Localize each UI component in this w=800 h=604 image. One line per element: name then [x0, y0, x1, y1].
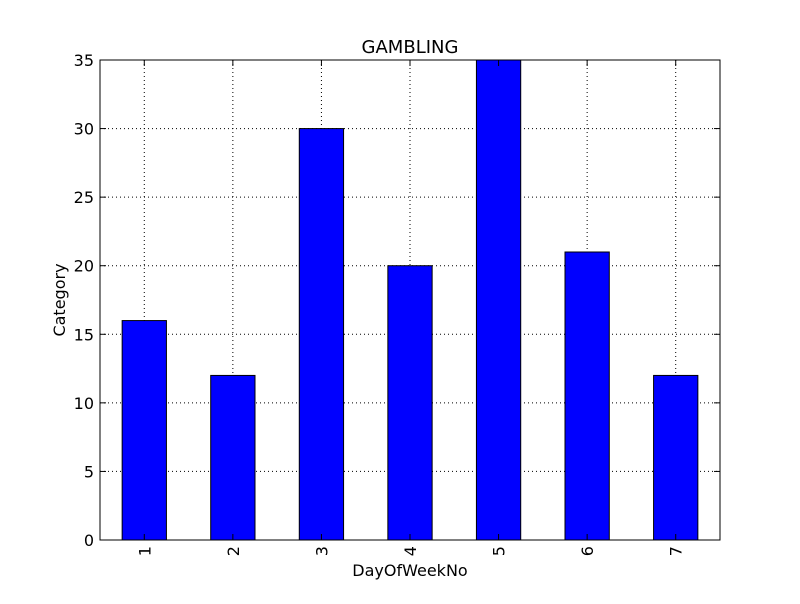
bar-day-4	[387, 265, 433, 541]
bar-day-7	[653, 374, 699, 541]
x-tick-label: 6	[578, 546, 597, 556]
chart-title: GAMBLING	[362, 37, 459, 58]
y-tick-label: 35	[74, 51, 94, 70]
bars	[121, 59, 699, 541]
y-tick-label: 30	[74, 120, 94, 139]
bar-day-1	[121, 320, 167, 541]
y-tick-label: 0	[84, 531, 94, 550]
x-tick-label: 3	[312, 546, 331, 556]
bar-day-2	[210, 374, 256, 541]
bar-day-3	[298, 128, 345, 541]
y-tick-label: 15	[74, 325, 94, 344]
y-tick-label: 25	[74, 188, 94, 207]
bar-day-6	[564, 251, 610, 541]
x-tick-label: 5	[490, 546, 509, 556]
x-axis-label: DayOfWeekNo	[352, 561, 467, 580]
y-tick-label: 10	[74, 394, 94, 413]
y-tick-label: 5	[84, 462, 94, 481]
x-tick-label: 7	[667, 546, 686, 556]
x-tick-label: 1	[135, 546, 154, 556]
x-tick-label: 2	[224, 546, 243, 556]
y-axis-label: Category	[50, 263, 69, 336]
tick-labels: 0 5 10 15 20 25 30 35 1 2 3 4 5 6 7	[74, 51, 686, 556]
x-tick-label: 4	[401, 546, 420, 556]
bar-day-5	[475, 59, 522, 541]
axis-ticks	[100, 59, 720, 541]
y-tick-label: 20	[74, 257, 94, 276]
